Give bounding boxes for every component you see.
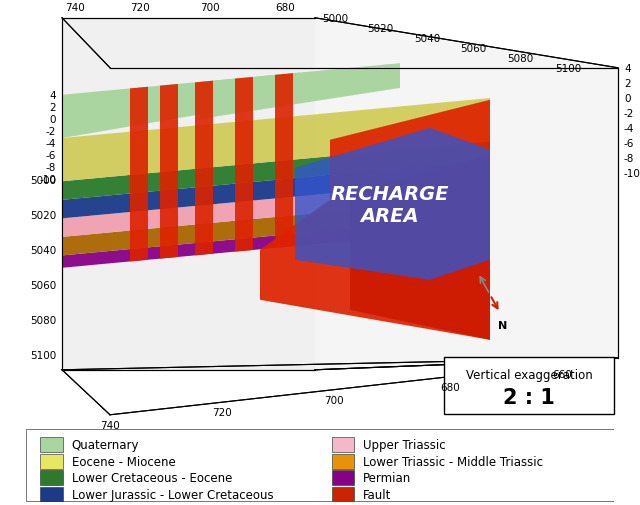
Text: 5080: 5080 [507, 54, 533, 64]
Polygon shape [62, 358, 618, 415]
Text: -8: -8 [45, 163, 56, 172]
Text: 5000: 5000 [322, 14, 348, 24]
Text: Lower Jurassic - Lower Cretaceous: Lower Jurassic - Lower Cretaceous [72, 488, 273, 501]
Text: 5040: 5040 [414, 34, 440, 44]
Polygon shape [130, 87, 148, 262]
Polygon shape [62, 197, 490, 256]
Text: 740: 740 [65, 3, 85, 13]
Text: -4: -4 [624, 124, 634, 133]
Text: 0: 0 [49, 115, 56, 125]
Text: -10: -10 [39, 174, 56, 184]
Bar [332, 487, 354, 502]
Polygon shape [315, 19, 618, 370]
Polygon shape [350, 156, 490, 340]
Polygon shape [160, 85, 178, 259]
Text: 4: 4 [49, 90, 56, 100]
Text: -2: -2 [624, 109, 634, 119]
Text: 5040: 5040 [29, 245, 56, 256]
Text: 680: 680 [275, 3, 295, 13]
Text: Eocene - Miocene: Eocene - Miocene [72, 455, 175, 468]
Polygon shape [260, 100, 490, 340]
Text: -10: -10 [624, 169, 640, 178]
Text: Lower Cretaceous - Eocene: Lower Cretaceous - Eocene [72, 471, 232, 484]
Text: 720: 720 [130, 3, 150, 13]
Text: 740: 740 [100, 420, 120, 430]
Text: 5060: 5060 [460, 44, 486, 54]
Bar [332, 454, 354, 469]
Text: Lower Triassic - Middle Triassic: Lower Triassic - Middle Triassic [363, 455, 543, 468]
Polygon shape [62, 73, 300, 139]
Text: -6: -6 [45, 150, 56, 161]
Polygon shape [62, 142, 490, 200]
Text: 720: 720 [212, 408, 232, 418]
Text: Upper Triassic: Upper Triassic [363, 438, 445, 450]
Text: Fault: Fault [363, 488, 391, 501]
Text: N: N [499, 320, 508, 330]
Text: -2: -2 [45, 127, 56, 136]
Text: 5080: 5080 [29, 315, 56, 325]
Text: 2 : 1: 2 : 1 [503, 387, 555, 407]
Bar [332, 437, 354, 451]
Text: 700: 700 [200, 3, 220, 13]
Bar [332, 470, 354, 485]
Polygon shape [275, 74, 293, 248]
Polygon shape [62, 19, 618, 415]
Polygon shape [195, 81, 213, 256]
Text: 2: 2 [624, 79, 630, 88]
Text: 4: 4 [624, 64, 630, 74]
Bar [40, 454, 63, 469]
FancyBboxPatch shape [444, 357, 614, 414]
Text: 2: 2 [49, 103, 56, 113]
Text: RECHARGE
AREA: RECHARGE AREA [331, 185, 449, 226]
Polygon shape [62, 19, 315, 370]
Text: Permian: Permian [363, 471, 412, 484]
Text: -6: -6 [624, 138, 634, 148]
Polygon shape [62, 179, 490, 237]
Text: 5000: 5000 [30, 175, 56, 185]
Polygon shape [235, 78, 253, 252]
Bar [40, 470, 63, 485]
Text: 700: 700 [324, 395, 343, 405]
Text: 680: 680 [440, 382, 460, 392]
Bar [40, 437, 63, 451]
Text: 5060: 5060 [29, 280, 56, 290]
Polygon shape [62, 161, 490, 219]
Polygon shape [62, 216, 490, 268]
Text: Quaternary: Quaternary [72, 438, 139, 450]
Polygon shape [200, 64, 400, 120]
Text: 660: 660 [552, 369, 572, 379]
Text: -4: -4 [45, 138, 56, 148]
Text: 5020: 5020 [29, 211, 56, 220]
Polygon shape [295, 129, 490, 280]
FancyBboxPatch shape [26, 430, 614, 500]
Text: Vertical exaggeration: Vertical exaggeration [466, 369, 593, 382]
Polygon shape [62, 99, 490, 182]
Text: 5100: 5100 [555, 64, 581, 74]
Text: 0: 0 [624, 93, 630, 104]
Text: -8: -8 [624, 154, 634, 164]
Text: 5020: 5020 [367, 24, 393, 34]
Bar [40, 487, 63, 502]
Text: 5100: 5100 [29, 350, 56, 360]
